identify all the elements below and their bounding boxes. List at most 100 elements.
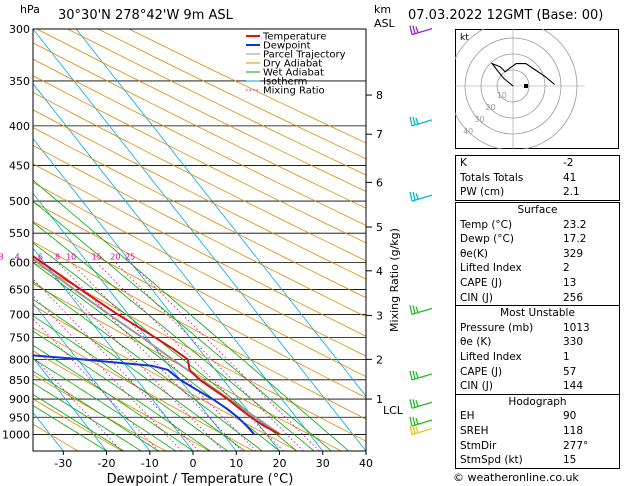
barb-flag [415, 417, 419, 425]
pressure-tick-label: 450 [9, 160, 30, 173]
row-value: 17.2 [563, 233, 587, 246]
lcl-label: LCL [383, 404, 404, 417]
pressure-tick-label: 700 [9, 308, 30, 321]
row-label: CAPE (J) [460, 276, 503, 289]
dry-adiabat-line [33, 92, 366, 262]
barb-flag [409, 425, 413, 435]
barb-staff [411, 373, 433, 381]
isotherm-line [33, 29, 366, 451]
pressure-tick-label: 950 [9, 411, 30, 424]
dry-adiabat-line [33, 374, 166, 451]
row-value: 277° [563, 439, 589, 452]
plot-frame [32, 28, 367, 452]
wet-adiabat-line [33, 179, 349, 451]
mixing-ratio-line [129, 262, 320, 451]
barb-flag [412, 416, 416, 426]
legend-label: Isotherm [263, 77, 307, 88]
row-value: 144 [563, 380, 584, 393]
row-label: Lifted Index [460, 262, 522, 275]
row-value: 1 [563, 350, 570, 363]
isotherm-line [33, 137, 280, 451]
dry-adiabat-line [33, 261, 366, 442]
dry-adiabat-line [33, 221, 366, 399]
dry-adiabat-line [33, 126, 366, 299]
surface-row: Lifted Index 2 [456, 261, 619, 276]
barb-flag [412, 191, 416, 201]
barb-flag [412, 305, 416, 314]
mu-row: CIN (J) 144 [456, 379, 619, 394]
dry-adiabat-line [33, 241, 366, 420]
dry-adiabat-line [33, 201, 366, 378]
wet-adiabat-line [33, 344, 194, 451]
barb-staff [411, 119, 433, 127]
wind-barb [409, 191, 433, 202]
pressure-tick-label: 1000 [2, 429, 30, 442]
barb-flag [412, 370, 416, 379]
wet-adiabat-line [33, 393, 125, 451]
row-value: 90 [563, 410, 577, 423]
barb-flag [409, 370, 413, 380]
temperature-line [33, 255, 281, 436]
barb-flag [409, 305, 413, 315]
wind-barb [409, 305, 433, 316]
row-value: 2 [563, 262, 570, 275]
wind-barb [409, 399, 433, 409]
legend-label: Dry Adiabat [263, 59, 322, 70]
temperature-tick-label: 40 [359, 457, 373, 470]
barb-flag [415, 306, 419, 313]
km-tick-label: 8 [376, 89, 383, 102]
row-label: Lifted Index [460, 350, 522, 363]
index-label: PW (cm) [460, 186, 505, 199]
temperature-tick-label: 0 [190, 457, 197, 470]
mu-row: Lifted Index 1 [456, 350, 619, 365]
row-label: CIN (J) [460, 291, 493, 304]
hodo-row: StmSpd (kt) 15 [456, 453, 619, 468]
copyright: © weatheronline.co.uk [453, 471, 579, 484]
barb-flag [409, 116, 413, 127]
km-tick-label: 2 [376, 353, 383, 366]
barb-staff [411, 401, 433, 409]
row-label: SREH [460, 424, 489, 437]
km-tick-label: 3 [376, 309, 383, 322]
mixing-ratio-tick-label: 15 [92, 252, 102, 261]
temperature-tick-label: -20 [98, 457, 116, 470]
barb-flag [409, 416, 413, 427]
index-value: 41 [563, 171, 577, 184]
dry-adiabat-line [33, 182, 366, 357]
pressure-tick-label: 900 [9, 393, 30, 406]
row-label: CAPE (J) [460, 365, 503, 378]
barb-flag [415, 400, 419, 407]
mixing-ratio-tick-label: 25 [125, 252, 135, 261]
pressure-tick-label: 650 [9, 283, 30, 296]
mixing-ratio-line [115, 262, 304, 451]
index-value: 2.1 [563, 186, 580, 199]
row-value: 1013 [563, 321, 590, 334]
dry-adiabat-line [33, 398, 123, 451]
mu-row: CAPE (J) 57 [456, 365, 619, 380]
dry-adiabat-line [36, 29, 366, 192]
isotherm-line [75, 29, 366, 397]
dry-adiabat-line [33, 283, 342, 451]
temperature-tick-label: 20 [273, 457, 287, 470]
temperature-tick-label: 10 [229, 457, 243, 470]
surface-row: CAPE (J) 13 [456, 276, 619, 291]
wind-barb [409, 116, 433, 127]
temperature-tick-label: 30 [316, 457, 330, 470]
wet-adiabat-line [33, 330, 211, 451]
row-value: 15 [563, 454, 577, 467]
wind-barb [409, 425, 433, 436]
legend-label: Wet Adiabat [263, 68, 324, 79]
mixing-ratio-tick-label: 20 [110, 252, 120, 261]
row-label: EH [460, 410, 475, 423]
hodo-row: EH 90 [456, 409, 619, 424]
dry-adiabat-line [98, 29, 366, 160]
km-tick-label: 4 [376, 265, 383, 278]
row-label: Dewp (°C) [460, 233, 514, 246]
datetime-label: 07.03.2022 12GMT (Base: 00) [408, 8, 604, 23]
barb-flag [412, 116, 416, 126]
barb-flag [415, 26, 419, 33]
surface-row: Dewp (°C) 17.2 [456, 232, 619, 247]
barb-flag [415, 426, 419, 433]
index-row-pw: PW (cm) 2.1 [456, 185, 619, 200]
wet-adiabat-line [33, 382, 142, 451]
